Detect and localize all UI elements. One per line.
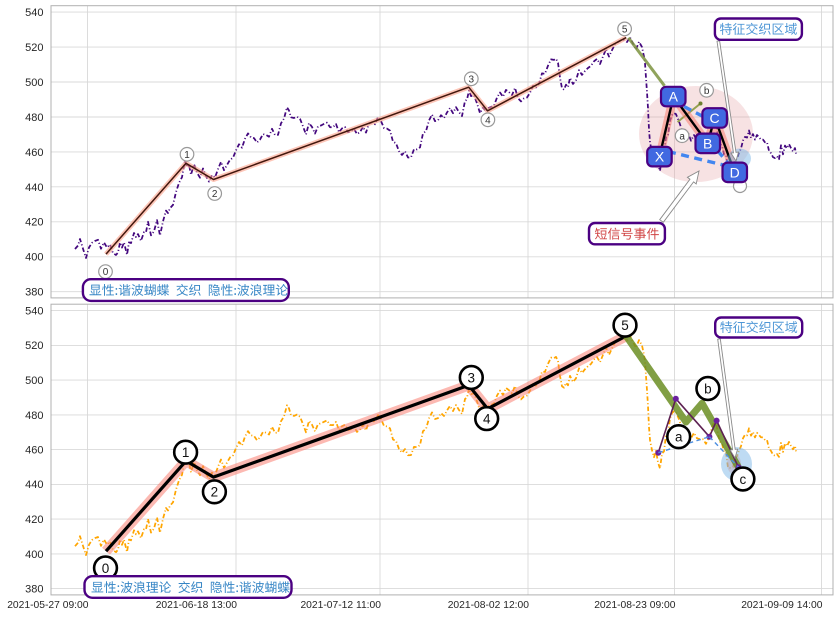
svg-text:460: 460 xyxy=(25,445,43,457)
svg-text:c: c xyxy=(740,472,747,487)
svg-text:420: 420 xyxy=(25,217,43,229)
svg-text:500: 500 xyxy=(25,77,43,89)
svg-text:4: 4 xyxy=(485,115,491,126)
svg-text:0: 0 xyxy=(102,561,110,576)
svg-text:X: X xyxy=(655,149,665,165)
svg-text:380: 380 xyxy=(25,287,43,299)
svg-text:2: 2 xyxy=(212,189,218,200)
svg-text:520: 520 xyxy=(25,340,43,352)
svg-text:5: 5 xyxy=(621,318,629,333)
svg-text:2021-05-27 09:00: 2021-05-27 09:00 xyxy=(7,600,89,611)
svg-text:0: 0 xyxy=(103,267,109,278)
svg-text:a: a xyxy=(675,430,683,445)
svg-text:2021-09-09 14:00: 2021-09-09 14:00 xyxy=(741,600,823,611)
svg-text:2021-08-02 12:00: 2021-08-02 12:00 xyxy=(448,600,530,611)
svg-text:400: 400 xyxy=(25,252,43,264)
svg-text:520: 520 xyxy=(25,42,43,54)
svg-text:2021-08-23 09:00: 2021-08-23 09:00 xyxy=(594,600,676,611)
svg-text:2: 2 xyxy=(211,485,219,500)
svg-text:540: 540 xyxy=(25,7,43,19)
svg-text:480: 480 xyxy=(25,410,43,422)
svg-text:b: b xyxy=(704,86,710,97)
svg-text:D: D xyxy=(730,164,740,180)
svg-text:2021-06-18 13:00: 2021-06-18 13:00 xyxy=(156,600,238,611)
svg-text:500: 500 xyxy=(25,375,43,387)
svg-text:a: a xyxy=(679,131,685,142)
svg-text:460: 460 xyxy=(25,147,43,159)
svg-text:5: 5 xyxy=(622,25,628,36)
svg-text:1: 1 xyxy=(184,150,190,161)
svg-text:C: C xyxy=(710,110,720,126)
svg-text:b: b xyxy=(704,381,712,396)
svg-text:420: 420 xyxy=(25,514,43,526)
svg-text:400: 400 xyxy=(25,549,43,561)
svg-text:B: B xyxy=(703,135,712,151)
svg-text:A: A xyxy=(669,89,679,105)
svg-text:440: 440 xyxy=(25,479,43,491)
svg-text:1: 1 xyxy=(182,445,190,460)
svg-text:3: 3 xyxy=(468,370,476,385)
svg-text:480: 480 xyxy=(25,112,43,124)
svg-text:440: 440 xyxy=(25,182,43,194)
svg-text:540: 540 xyxy=(25,306,43,318)
svg-text:2021-07-12 11:00: 2021-07-12 11:00 xyxy=(300,600,381,611)
svg-text:4: 4 xyxy=(483,411,491,426)
svg-text:3: 3 xyxy=(469,74,475,85)
svg-text:380: 380 xyxy=(25,584,43,596)
